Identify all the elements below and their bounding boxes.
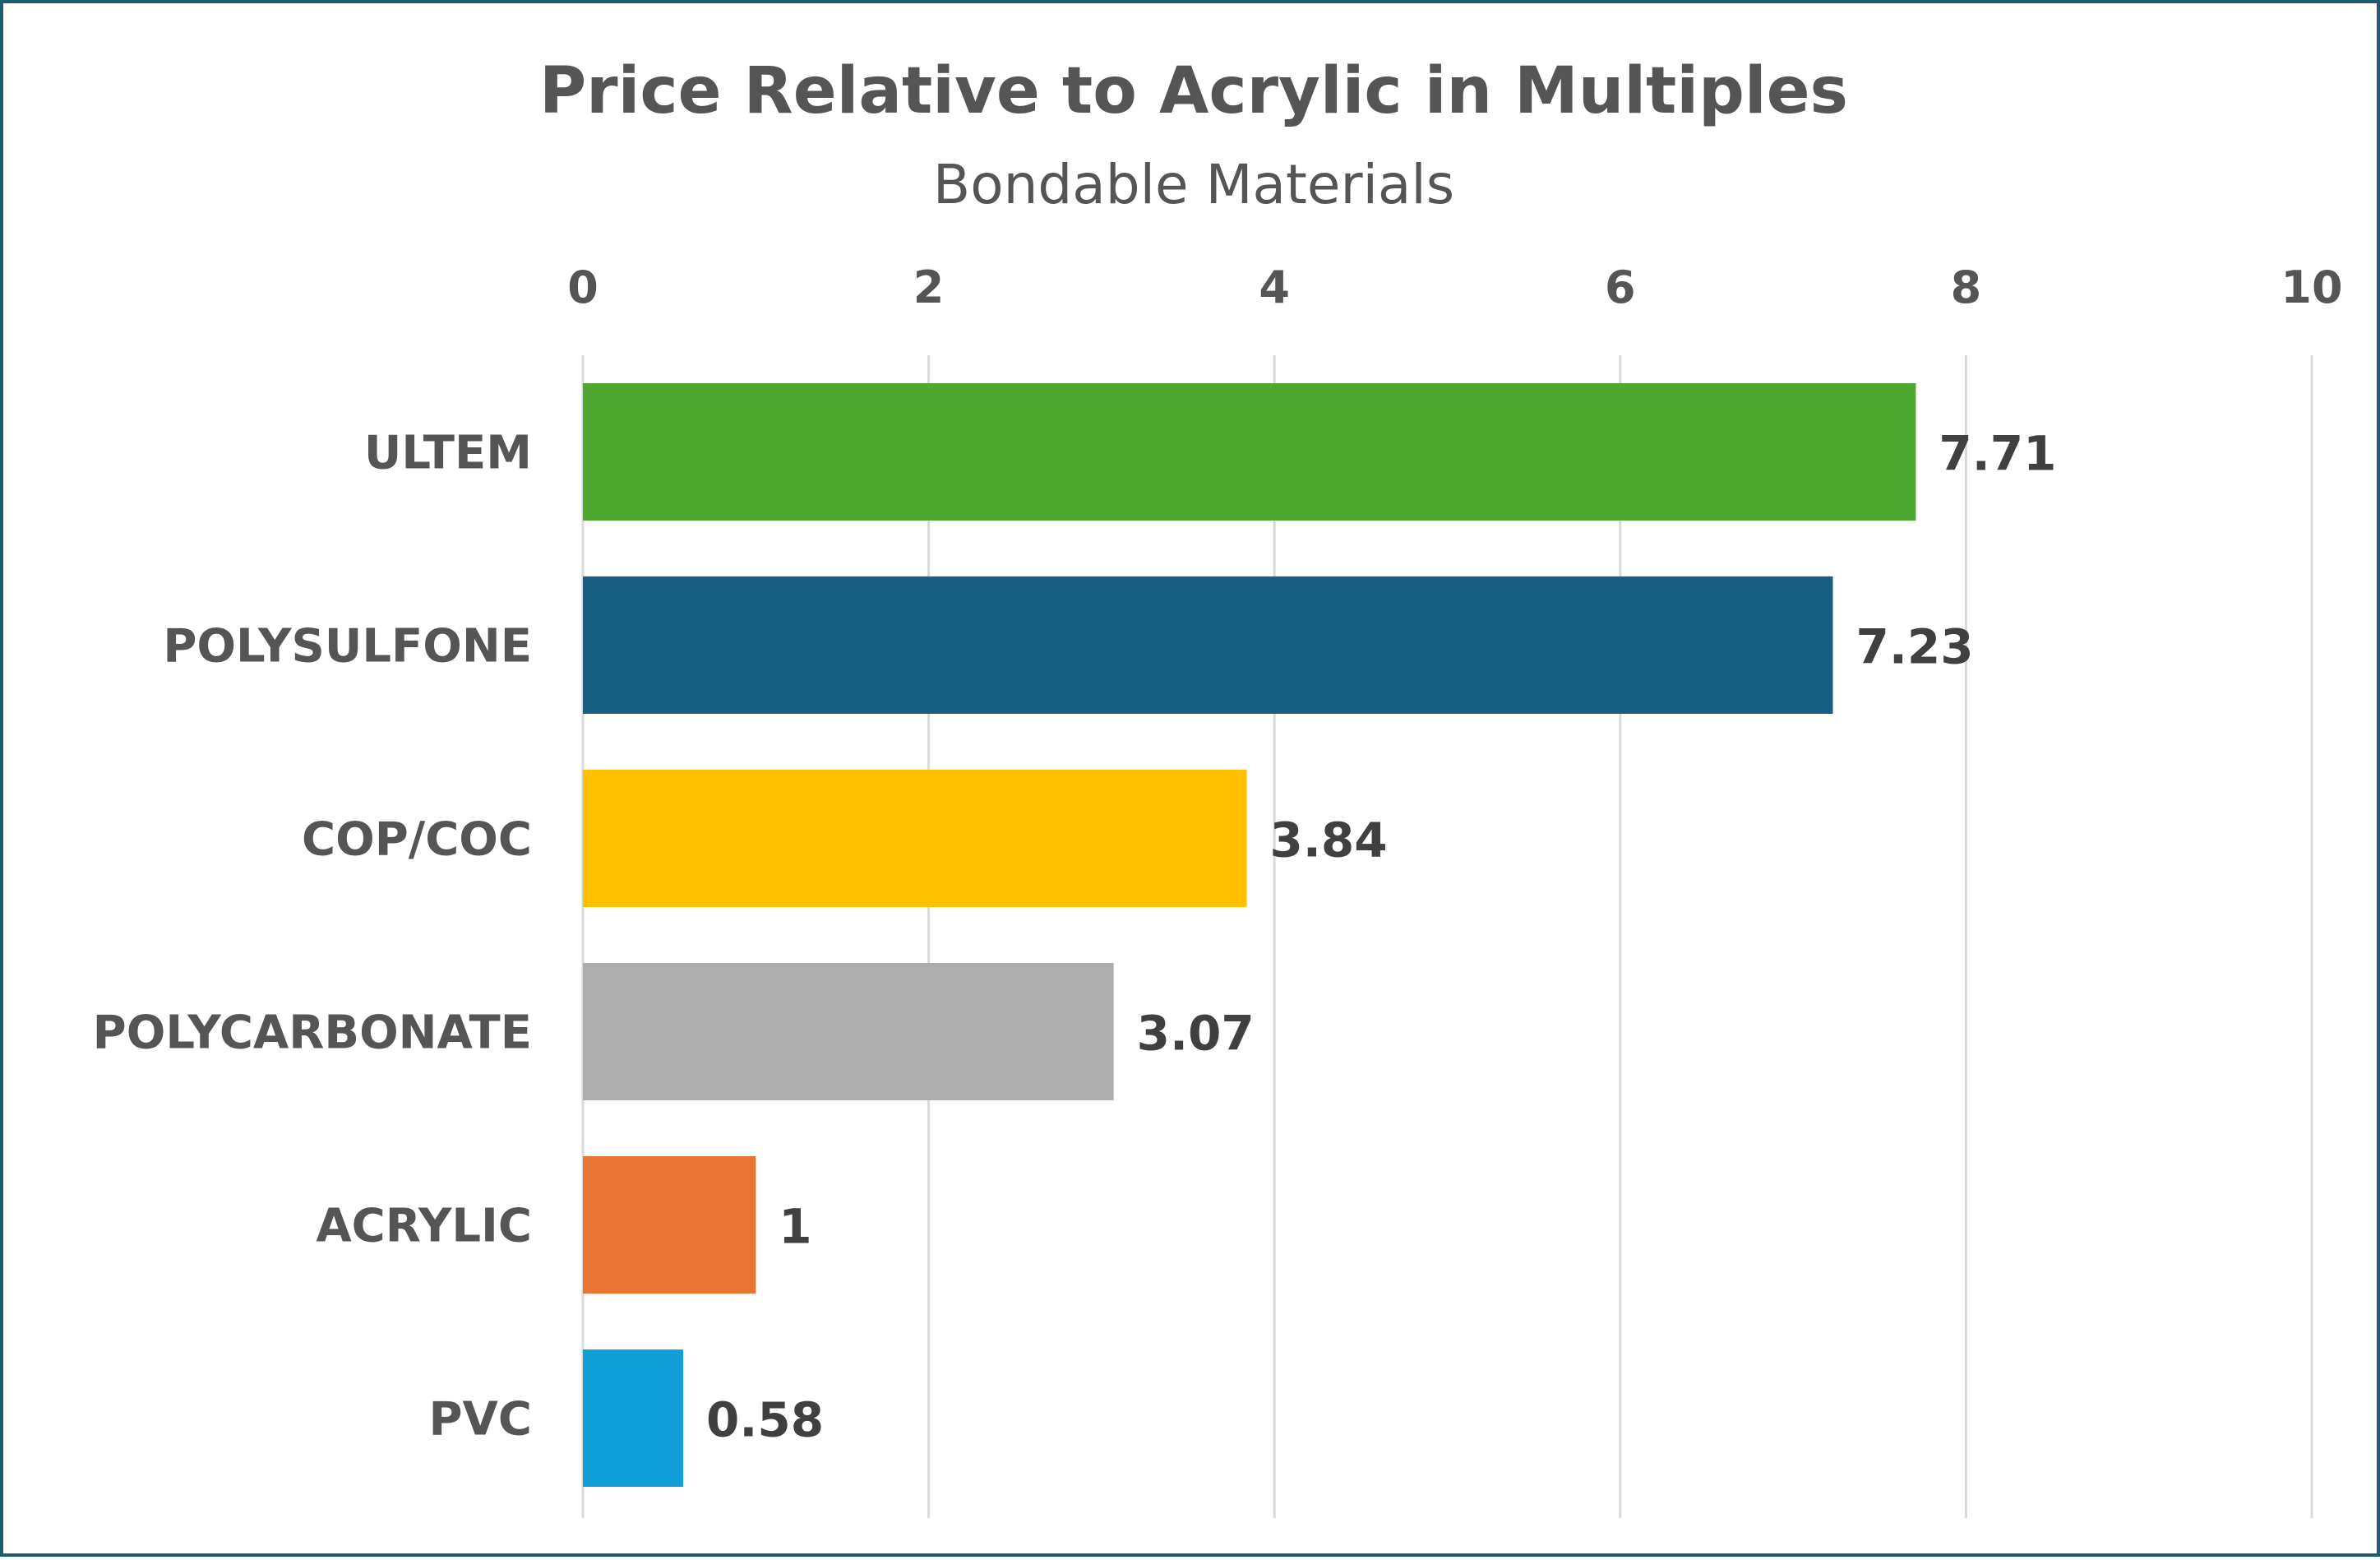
chart-subtitle: Bondable Materials	[933, 153, 1454, 216]
data-label: 3.07	[1137, 1006, 1255, 1062]
x-tick-label: 6	[1605, 262, 1636, 313]
bar	[583, 383, 1916, 521]
data-label: 3.84	[1270, 812, 1388, 868]
data-label: 0.58	[706, 1392, 824, 1448]
x-tick-label: 8	[1951, 262, 1982, 313]
data-label: 1	[779, 1199, 811, 1255]
gridlines	[581, 355, 2313, 1518]
category-label: POLYSULFONE	[163, 620, 532, 674]
category-labels: ULTEM POLYSULFONE COP/COC POLYCARBONATE ACRY…	[93, 427, 532, 1447]
data-label: 7.71	[1939, 426, 2056, 482]
category-label: PVC	[429, 1393, 532, 1447]
category-label: COP/COC	[302, 813, 532, 867]
bar	[583, 576, 1833, 714]
bars	[583, 383, 1916, 1487]
x-tick-label: 0	[567, 262, 598, 313]
value-labels: 7.71 7.23 3.84 3.07 1 0.58	[706, 426, 2057, 1448]
chart-title: Price Relative to Acrylic in Multiples	[539, 54, 1848, 128]
bar-chart: Price Relative to Acrylic in Multiples B…	[93, 54, 2343, 1518]
category-label: ULTEM	[364, 427, 532, 480]
bar	[583, 770, 1247, 907]
bar	[583, 1156, 756, 1294]
x-axis-ticks: 0 2 4 6 8 10	[567, 262, 2342, 313]
data-label: 7.23	[1855, 619, 1973, 675]
category-label: POLYCARBONATE	[93, 1007, 532, 1060]
category-label: ACRYLIC	[316, 1200, 532, 1253]
x-tick-label: 2	[913, 262, 945, 313]
bar	[583, 963, 1114, 1100]
bar	[583, 1349, 683, 1487]
x-tick-label: 4	[1259, 262, 1290, 313]
x-tick-label: 10	[2281, 262, 2342, 313]
